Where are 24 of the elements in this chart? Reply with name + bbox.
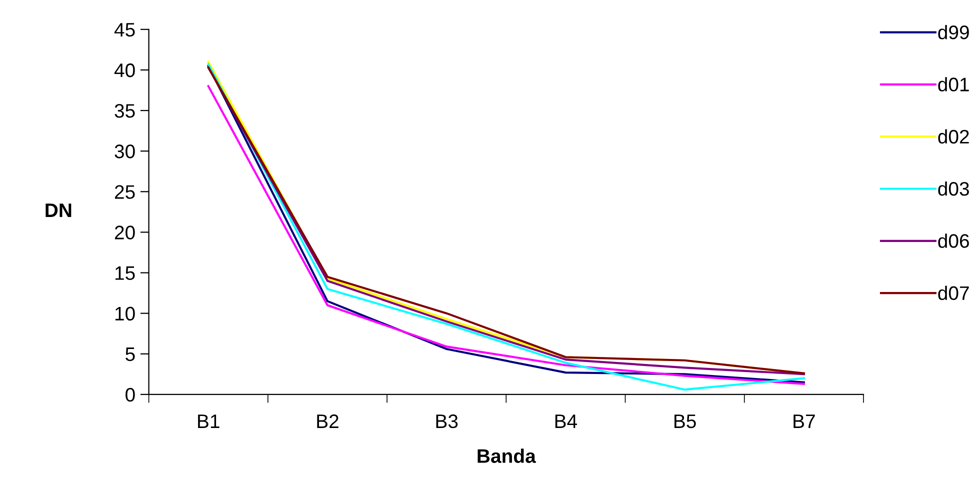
x-tick-label: B5: [674, 414, 696, 428]
y-tick-label: 35: [114, 104, 135, 118]
x-tick-label: B1: [198, 414, 220, 428]
y-tick-label: 45: [114, 23, 135, 37]
legend-label: d03: [938, 181, 969, 196]
y-tick-label: 25: [114, 185, 135, 199]
x-axis-title: Banda: [478, 448, 536, 463]
x-tick-label: B2: [317, 414, 338, 428]
x-tick-label: B4: [555, 414, 578, 428]
legend-label: d06: [938, 234, 969, 248]
y-tick-label: 0: [126, 388, 135, 402]
x-tick-label: B3: [436, 414, 458, 428]
y-tick-label: 5: [126, 348, 135, 362]
y-tick-label: 40: [114, 63, 135, 78]
y-tick-label: 30: [114, 144, 135, 158]
y-tick-label: 20: [114, 226, 135, 240]
legend-label: d01: [938, 77, 969, 92]
legend-label: d99: [938, 24, 969, 40]
y-tick-label: 15: [115, 266, 135, 280]
y-tick-label: 10: [115, 306, 135, 321]
legend-label: d02: [938, 129, 969, 144]
y-axis-title: DN: [46, 204, 72, 217]
x-tick-label: B7: [794, 414, 815, 428]
legend-label: d07: [938, 286, 969, 300]
